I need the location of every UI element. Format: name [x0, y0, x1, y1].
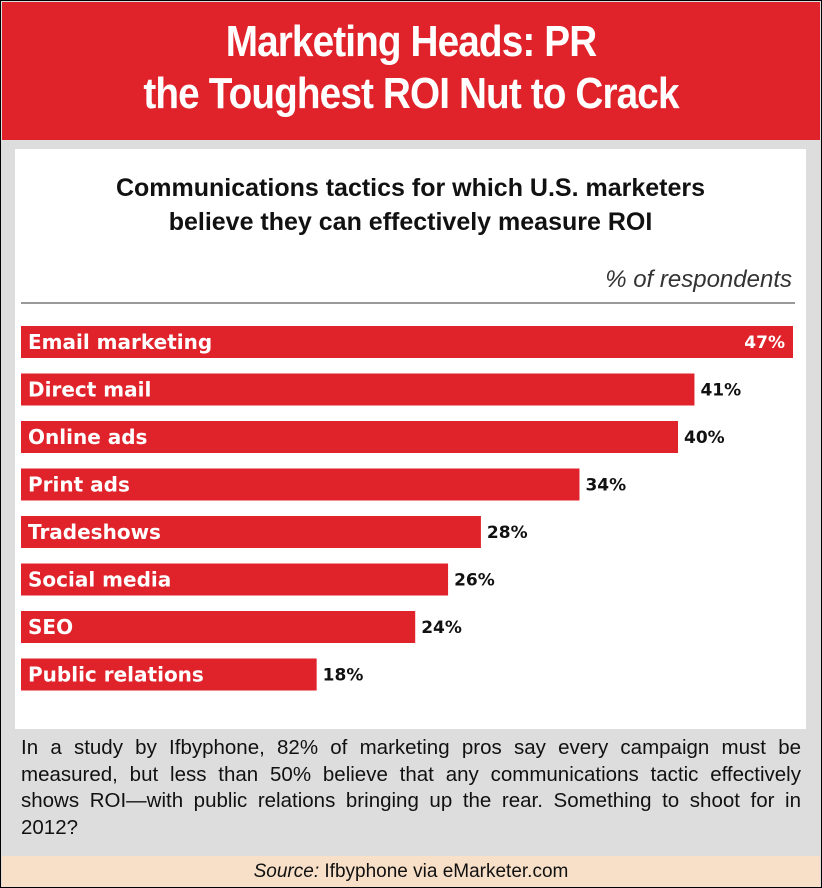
category-label: Direct mail — [28, 378, 151, 402]
bar-email-marketing — [21, 326, 793, 358]
value-label: 40% — [684, 428, 725, 448]
category-label: Email marketing — [28, 330, 212, 354]
chart-title: Communications tactics for which U.S. ma… — [15, 171, 806, 239]
chart-title-line-2: believe they can effectively measure ROI — [168, 208, 653, 236]
bar-seo — [21, 611, 416, 643]
bar-direct-mail — [21, 373, 695, 406]
category-label: SEO — [28, 615, 73, 639]
header-banner: Marketing Heads: PR the Toughest ROI Nut… — [2, 2, 820, 140]
category-label: Online ads — [28, 425, 147, 449]
category-label: Tradeshows — [28, 520, 161, 544]
bar-social-media — [21, 563, 449, 596]
category-label: Social media — [28, 568, 171, 592]
bar-public-relations — [21, 658, 317, 691]
value-label: 18% — [323, 666, 364, 686]
source-bar: Source: Ifbyphone via eMarketer.com — [2, 856, 820, 887]
source-label: Source: — [253, 861, 320, 882]
bar-chart: Email marketing 47% Direct mail 41% Online a… — [21, 326, 793, 691]
bar-tradeshows — [21, 516, 481, 548]
chart-title-line-1: Communications tactics for which U.S. ma… — [115, 174, 706, 202]
value-label: 26% — [454, 571, 495, 591]
page-title-line-2: the Toughest ROI Nut to Crack — [143, 69, 679, 118]
category-label: Print ads — [28, 473, 130, 497]
category-label: Public relations — [28, 663, 204, 687]
chart-panel: Communications tactics for which U.S. ma… — [15, 149, 806, 729]
value-label: 34% — [585, 476, 626, 496]
value-label: 41% — [700, 381, 741, 401]
value-label: 28% — [487, 523, 528, 543]
bar-print-ads — [21, 468, 580, 501]
value-label: 24% — [421, 618, 462, 638]
unit-label: % of respondents — [605, 266, 792, 293]
value-label: 47% — [744, 333, 785, 353]
source-text: Ifbyphone via eMarketer.com — [324, 861, 569, 882]
page-title-line-1: Marketing Heads: PR — [225, 17, 597, 66]
caption-text: In a study by Ifbyphone, 82% of marketin… — [21, 736, 801, 839]
divider — [21, 302, 795, 304]
bar-online-ads — [21, 421, 679, 453]
